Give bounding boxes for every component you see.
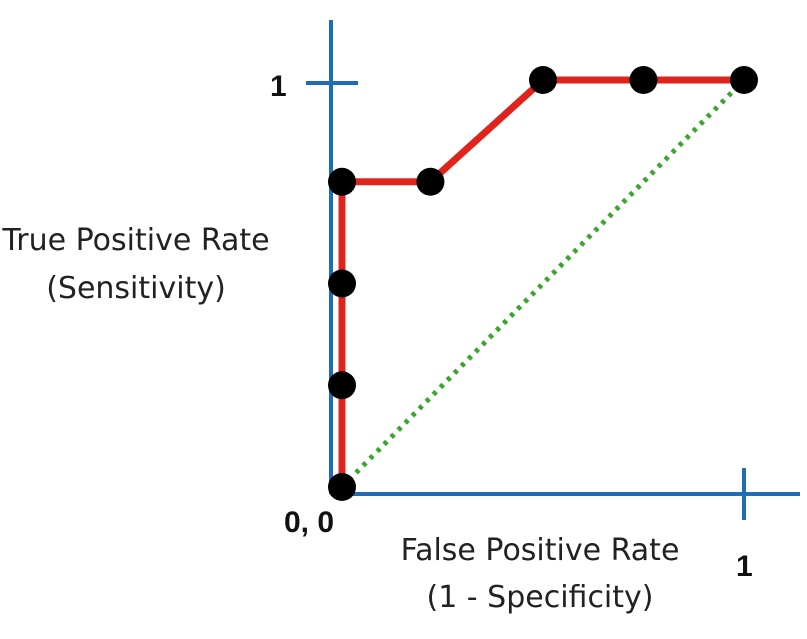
- roc-point-7: [730, 66, 758, 94]
- roc-point-3: [328, 167, 356, 196]
- reference-diagonal-line: [340, 78, 746, 489]
- roc-point-2: [328, 269, 356, 298]
- origin-tick-label: 0, 0: [284, 506, 334, 539]
- roc-point-1: [328, 371, 356, 400]
- roc-curve-line: [338, 76, 744, 487]
- y-axis-title-line2: (Sensitivity): [46, 271, 226, 306]
- roc-point-4: [416, 167, 445, 196]
- roc-point-0: [328, 473, 356, 501]
- x-max-tick-label: 1: [736, 550, 753, 583]
- roc-point-6: [629, 66, 658, 94]
- x-axis-title-line1: False Positive Rate: [401, 533, 680, 568]
- roc-points: [328, 66, 758, 501]
- roc-point-5: [529, 66, 557, 94]
- y-axis-title-line1: True Positive Rate: [1, 223, 269, 258]
- y-max-tick-label: 1: [270, 70, 287, 103]
- x-axis-title-line2: (1 - Specificity): [426, 580, 653, 615]
